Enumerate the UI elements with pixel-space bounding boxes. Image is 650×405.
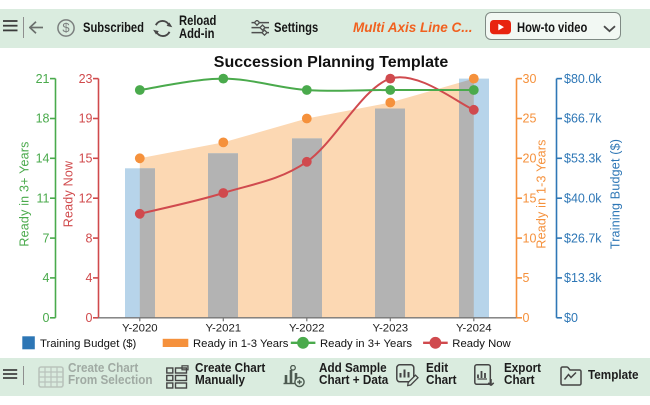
svg-text:Y-2023: Y-2023 xyxy=(372,323,408,335)
svg-text:11: 11 xyxy=(37,191,50,205)
svg-text:$26.7k: $26.7k xyxy=(564,231,602,245)
svg-text:$0: $0 xyxy=(564,311,578,325)
svg-text:12: 12 xyxy=(79,191,93,205)
svg-text:$53.3k: $53.3k xyxy=(564,152,602,166)
svg-text:$80.0k: $80.0k xyxy=(564,72,602,86)
svg-text:0: 0 xyxy=(523,311,530,325)
svg-text:Succession Planning Template: Succession Planning Template xyxy=(214,54,449,71)
svg-text:Ready Now: Ready Now xyxy=(452,338,511,350)
svg-text:19: 19 xyxy=(79,112,93,126)
svg-text:25: 25 xyxy=(523,112,537,126)
svg-text:4: 4 xyxy=(86,271,93,285)
svg-text:$40.0k: $40.0k xyxy=(564,191,602,205)
svg-text:21: 21 xyxy=(36,72,50,86)
svg-text:Ready in 1-3 Years: Ready in 1-3 Years xyxy=(193,338,289,350)
svg-text:8: 8 xyxy=(86,231,93,245)
svg-text:10: 10 xyxy=(523,231,537,245)
svg-text:Training Budget ($): Training Budget ($) xyxy=(609,139,623,249)
svg-text:Y-2020: Y-2020 xyxy=(122,323,158,335)
svg-text:18: 18 xyxy=(36,112,50,126)
svg-text:30: 30 xyxy=(523,72,537,86)
svg-text:5: 5 xyxy=(523,271,530,285)
svg-text:14: 14 xyxy=(36,152,50,166)
svg-text:15: 15 xyxy=(79,152,93,166)
svg-text:$66.7k: $66.7k xyxy=(564,112,602,126)
svg-text:Y-2021: Y-2021 xyxy=(205,323,241,335)
svg-text:Ready Now: Ready Now xyxy=(62,160,76,227)
svg-text:Ready in 1-3 Years: Ready in 1-3 Years xyxy=(535,139,549,248)
svg-text:Ready in 3+ Years: Ready in 3+ Years xyxy=(18,141,32,246)
svg-text:Y-2022: Y-2022 xyxy=(289,323,325,335)
svg-text:0: 0 xyxy=(86,311,93,325)
svg-text:15: 15 xyxy=(523,191,537,205)
svg-text:7: 7 xyxy=(43,231,50,245)
svg-text:$: $ xyxy=(63,20,71,35)
svg-text:23: 23 xyxy=(79,72,93,86)
svg-text:20: 20 xyxy=(523,152,537,166)
svg-text:Ready in 3+ Years: Ready in 3+ Years xyxy=(320,338,412,350)
svg-text:4: 4 xyxy=(43,271,50,285)
svg-text:Y-2024: Y-2024 xyxy=(456,323,492,335)
svg-text:0: 0 xyxy=(43,311,50,325)
svg-text:$13.3k: $13.3k xyxy=(564,271,602,285)
svg-text:Training Budget ($): Training Budget ($) xyxy=(40,338,137,350)
